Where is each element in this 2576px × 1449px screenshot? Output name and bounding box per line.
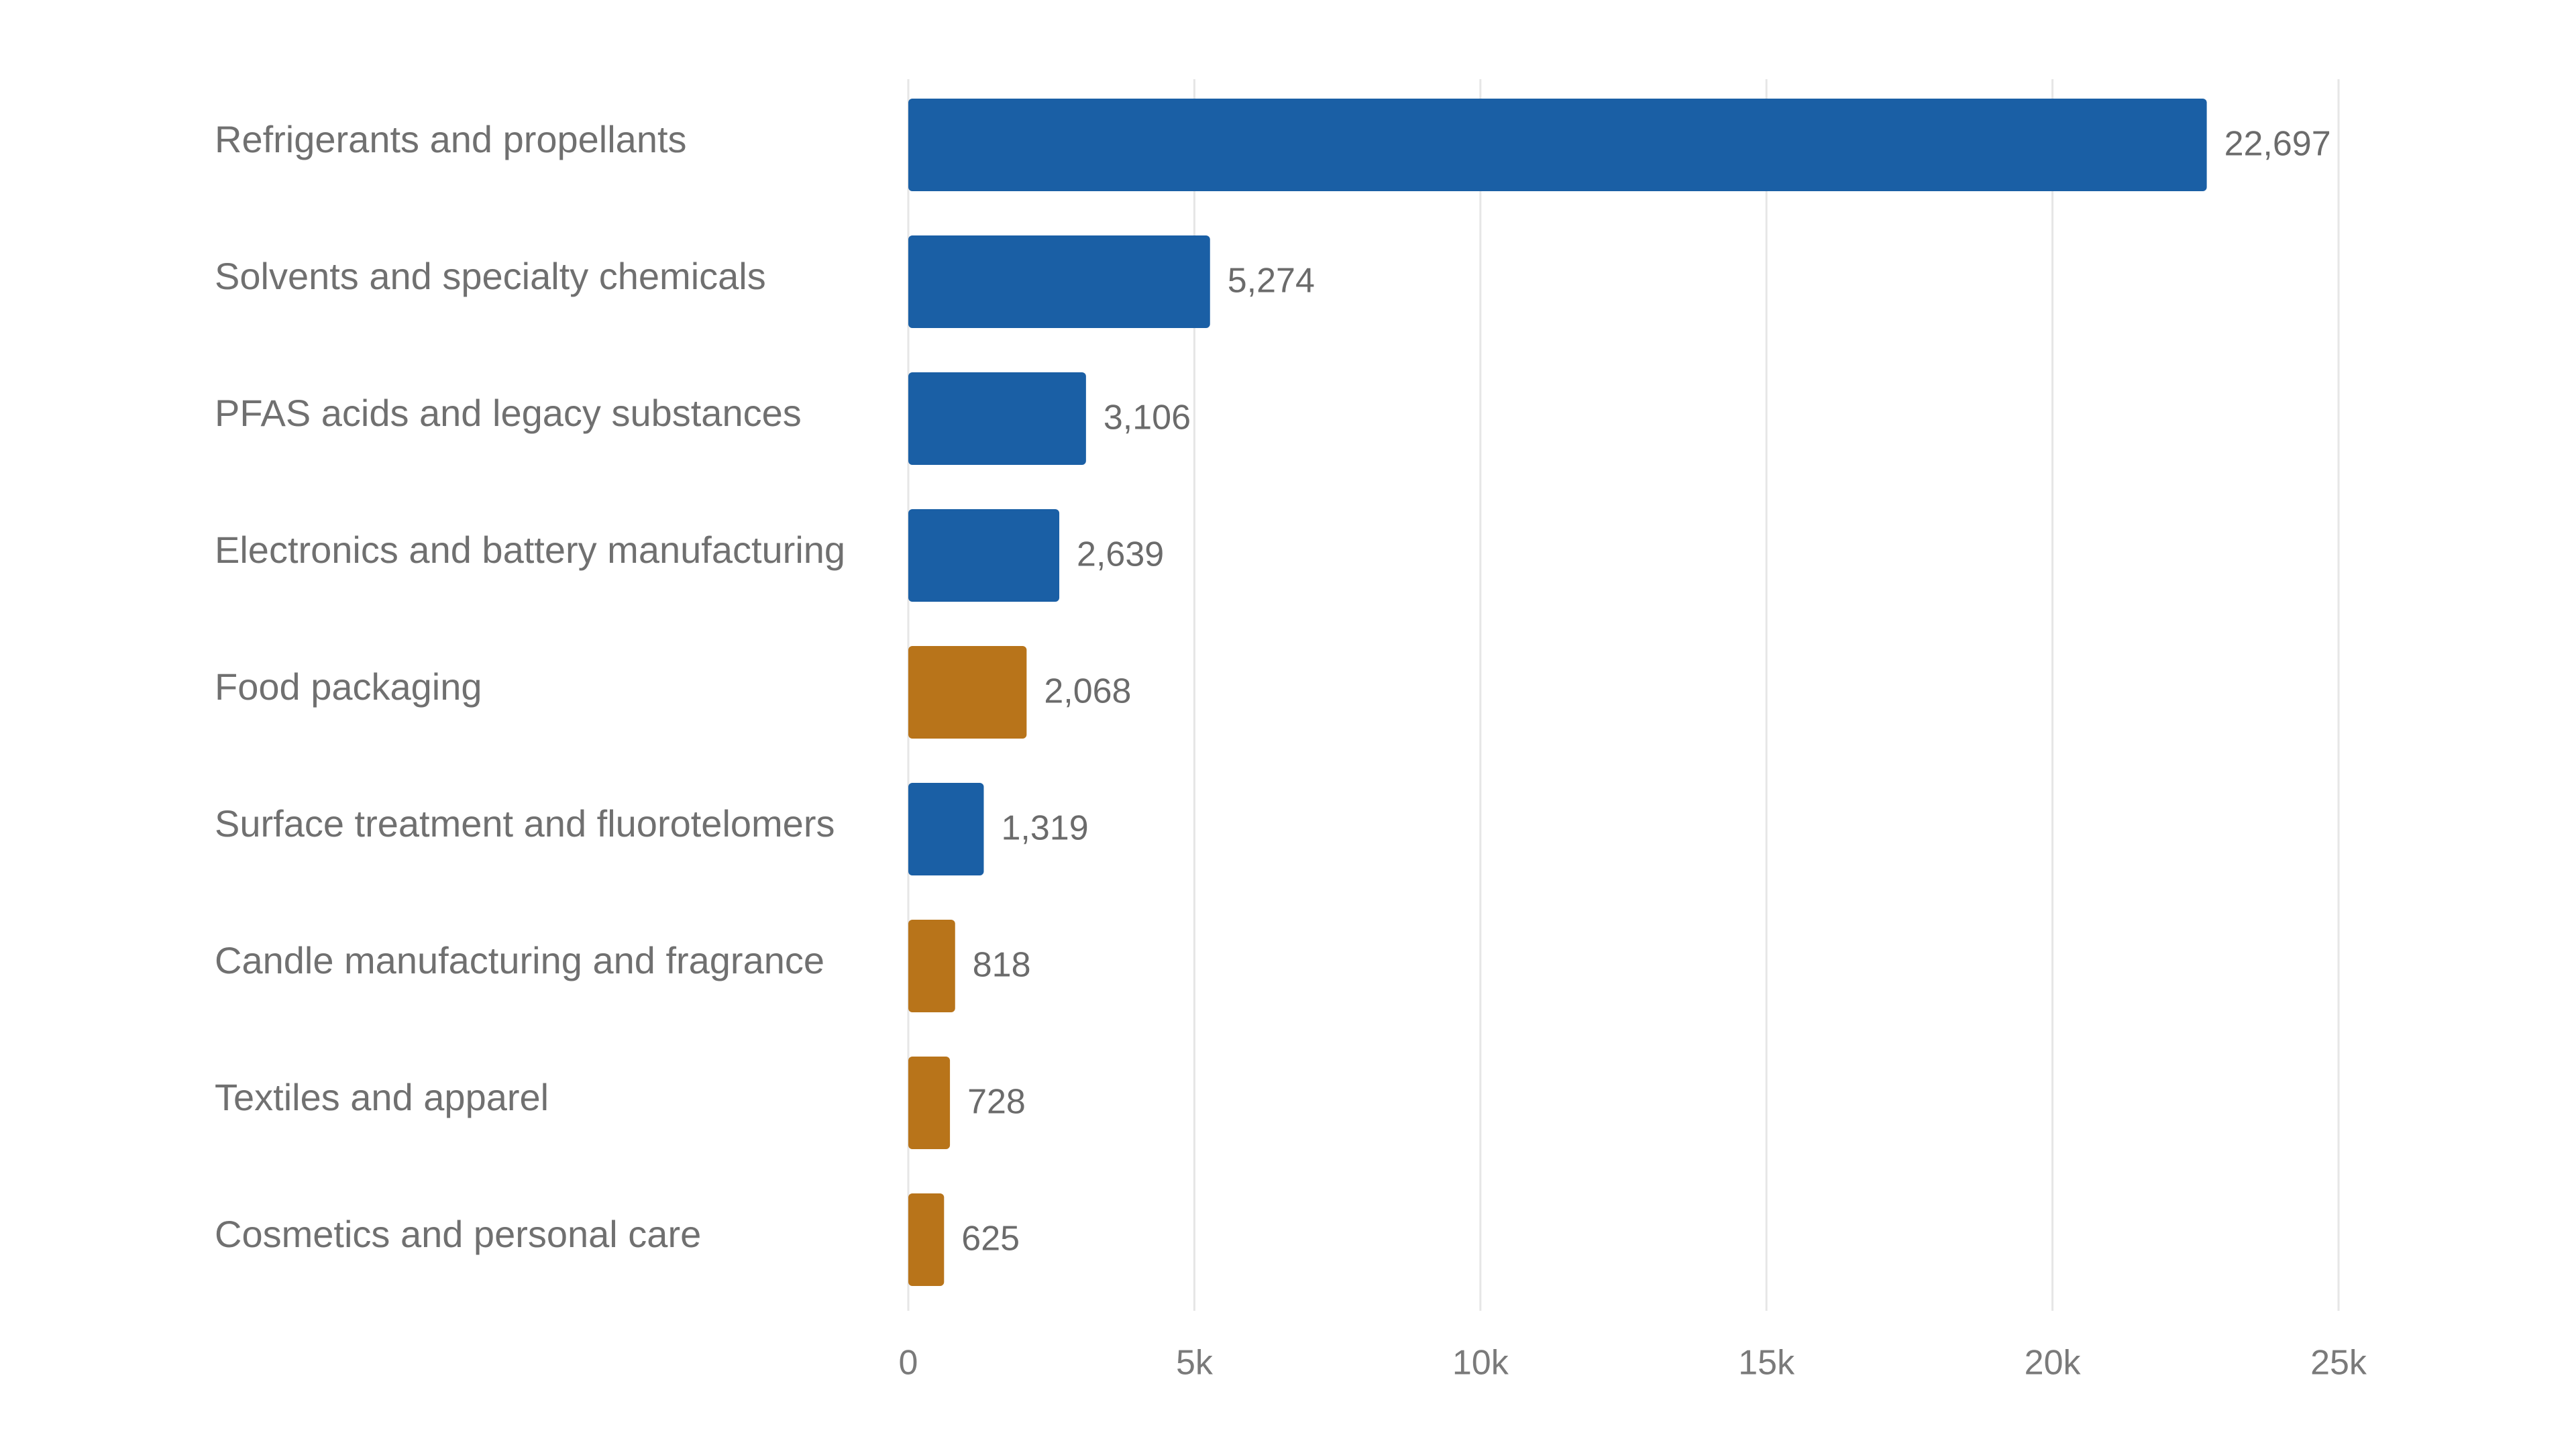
x-tick-label: 20k — [2025, 1344, 2082, 1383]
x-tick-label: 10k — [1452, 1344, 1509, 1383]
x-tick-label: 0 — [899, 1344, 918, 1383]
y-tick-label: Refrigerants and propellants — [215, 118, 687, 160]
x-tick-label: 5k — [1176, 1344, 1214, 1383]
data-label: 2,639 — [1077, 535, 1164, 574]
y-tick-label: Surface treatment and fluorotelomers — [215, 802, 835, 845]
data-label: 3,106 — [1104, 398, 1191, 437]
y-tick-label: Food packaging — [215, 665, 482, 708]
bar — [908, 99, 2207, 191]
bar — [908, 1193, 945, 1286]
bar — [908, 1057, 951, 1149]
data-label: 625 — [961, 1220, 1020, 1258]
y-tick-label: PFAS acids and legacy substances — [215, 392, 802, 434]
x-tick-label: 15k — [1738, 1344, 1795, 1383]
data-label: 2,068 — [1044, 672, 1131, 711]
bar — [908, 509, 1060, 602]
data-label: 22,697 — [2224, 125, 2331, 164]
data-label: 728 — [967, 1083, 1026, 1122]
y-tick-label: Candle manufacturing and fragrance — [215, 939, 824, 981]
x-tick-label: 25k — [2310, 1344, 2367, 1383]
y-tick-label: Solvents and specialty chemicals — [215, 255, 766, 297]
bar — [908, 783, 984, 875]
y-tick-label: Cosmetics and personal care — [215, 1213, 701, 1255]
data-label: 5,274 — [1228, 262, 1315, 301]
data-label: 818 — [973, 946, 1031, 985]
y-tick-label: Textiles and apparel — [215, 1076, 549, 1118]
bar — [908, 372, 1086, 465]
bar — [908, 646, 1027, 739]
bar — [908, 920, 955, 1012]
bar — [908, 235, 1210, 328]
y-tick-label: Electronics and battery manufacturing — [215, 529, 845, 571]
data-label: 1,319 — [1001, 809, 1088, 848]
